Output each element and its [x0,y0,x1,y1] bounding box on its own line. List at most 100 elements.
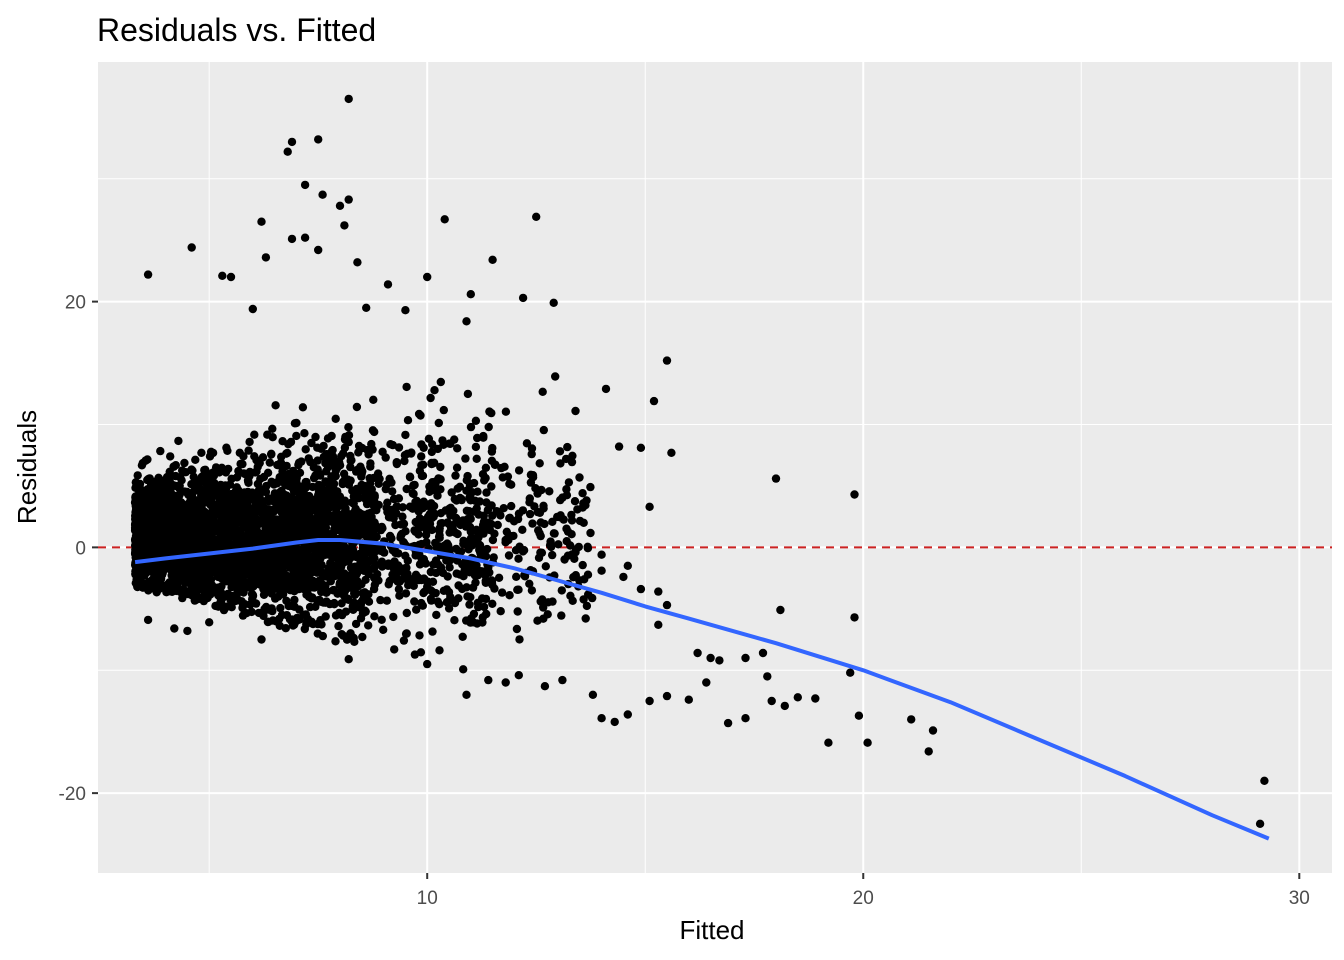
residual-point [189,535,199,544]
residual-point [525,494,534,503]
residual-point [425,482,434,491]
residual-point [265,458,274,467]
residual-point [339,558,348,567]
residual-point [317,523,326,532]
residual-point [537,485,546,495]
residual-point [456,520,465,530]
residual-point [323,587,332,596]
residual-point [237,518,246,527]
residual-point [364,597,374,606]
residual-point [341,513,350,522]
plot-panel [98,62,1332,873]
residual-point [282,611,292,620]
residual-point [405,472,415,481]
residual-point [555,447,565,456]
residual-point [234,529,243,538]
residual-point [154,473,163,482]
residual-point [159,500,168,509]
residual-point [281,577,290,586]
residual-point [417,598,426,608]
residual-point [248,488,257,497]
residual-point [501,678,510,687]
residual-point [170,532,179,542]
residual-point [597,714,606,723]
residual-point [199,596,208,606]
residual-point [435,526,444,535]
residual-point [525,579,534,588]
residual-point [337,599,346,608]
residual-point [401,430,410,440]
residual-point [411,497,420,507]
residual-point [278,590,288,599]
residual-point [320,572,329,581]
residual-point [863,738,872,747]
residual-point [251,599,261,608]
residual-point [514,554,523,563]
residual-point [385,531,395,541]
residual-point [758,648,768,658]
residual-point [412,605,421,614]
residual-point [374,479,383,488]
residual-point [536,548,545,557]
residual-point [482,544,492,554]
residual-point [319,441,328,451]
residual-point [354,508,363,517]
residual-point [233,567,242,576]
residual-point [441,506,450,515]
residual-point [365,486,375,496]
residual-point [313,443,322,452]
residual-point [341,607,351,616]
residual-point [549,298,558,307]
residual-point [139,570,149,580]
residual-point [340,475,349,485]
residual-point [767,696,776,706]
residual-point [490,584,499,593]
residual-point [515,635,524,644]
residual-point [232,487,241,496]
residual-point [469,478,479,488]
residual-point [318,631,327,641]
residual-point [204,480,213,490]
residual-point [321,459,330,468]
residual-point [462,690,471,699]
residual-point [243,519,253,529]
residual-point [582,601,592,611]
residual-point [189,512,198,521]
residual-point [300,429,309,438]
residual-point [581,614,590,623]
residual-point [178,593,187,603]
residual-point [479,602,489,612]
residual-point [133,471,142,480]
residual-point [392,502,401,512]
residual-point [308,560,318,569]
residual-point [623,710,632,719]
residual-point [662,600,672,610]
residual-point [457,494,466,504]
residual-point [353,576,362,585]
residual-point [258,515,267,525]
residual-point [497,588,507,597]
residual-point [548,550,557,560]
residual-point [417,554,426,563]
residual-point [478,520,488,530]
residual-point [146,502,155,512]
residual-point [223,446,232,455]
residual-point [271,577,280,586]
residual-point [469,507,479,516]
residual-point [473,433,482,443]
residual-point [218,271,227,280]
residual-point [400,456,409,466]
residual-point [300,524,309,533]
residual-point [202,574,211,583]
residual-point [308,567,317,576]
residual-point [283,147,292,156]
residual-point [274,461,284,470]
residual-point [428,627,437,636]
residual-point [390,645,399,654]
residual-point [183,626,192,636]
residual-point [257,635,266,644]
residual-point [329,585,338,595]
residual-point [481,473,490,483]
residual-point [314,245,323,255]
residual-point [258,453,268,462]
